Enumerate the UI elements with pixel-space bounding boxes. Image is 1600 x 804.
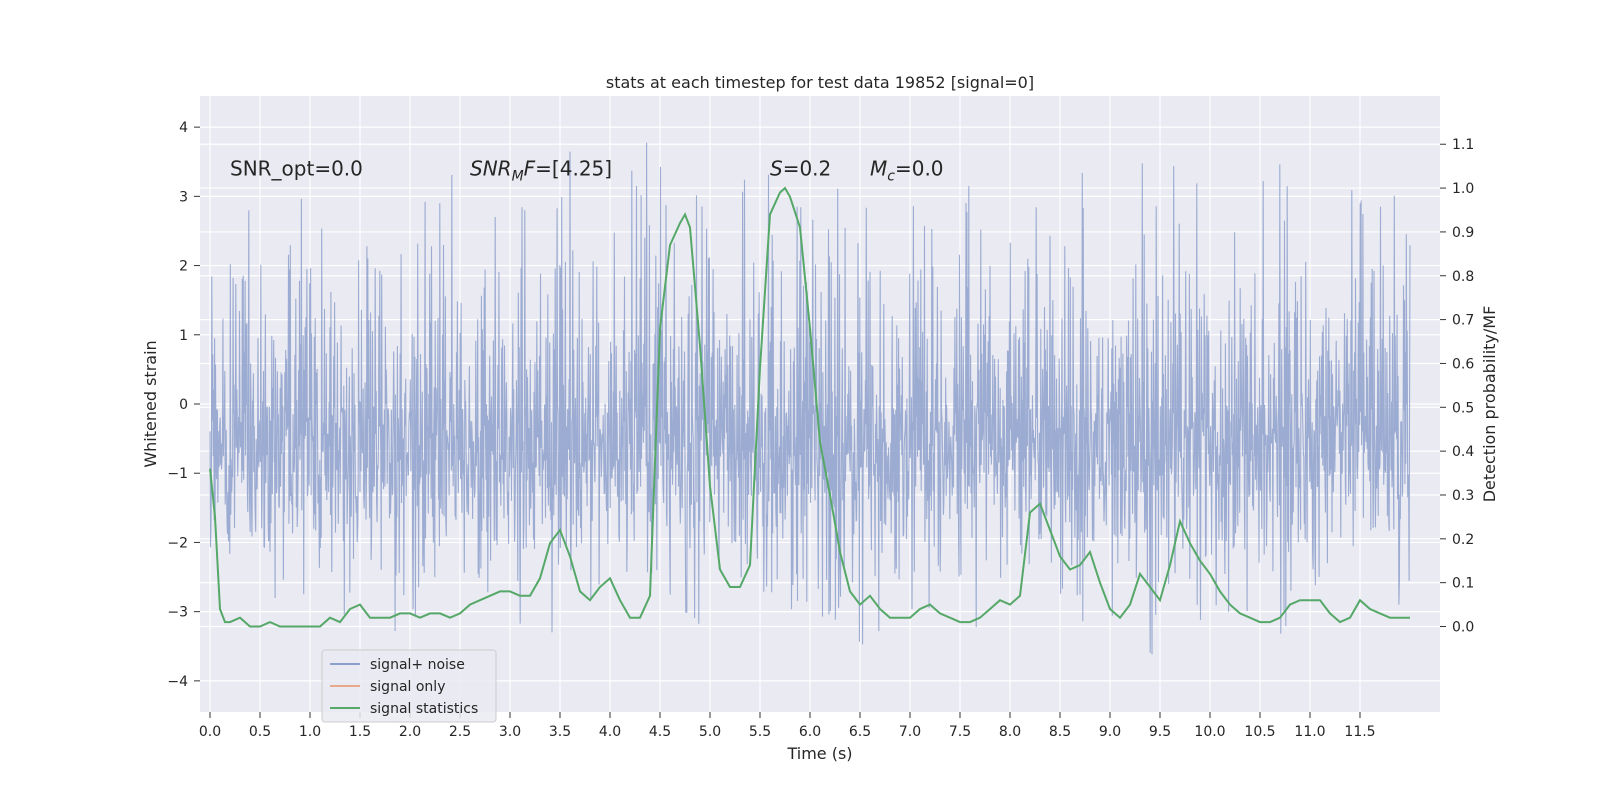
y-tick-label: 2 — [179, 259, 188, 275]
y-tick-label: −1 — [167, 466, 188, 482]
y-tick-label: −3 — [167, 605, 188, 621]
x-tick-label: 11.5 — [1344, 724, 1375, 740]
x-tick-label: 0.0 — [199, 724, 221, 740]
annotation-text: S=0.2 — [770, 157, 831, 181]
x-tick-label: 10.5 — [1244, 724, 1275, 740]
legend: signal+ noise signal only signal statistic… — [321, 649, 497, 723]
x-tick-label: 9.5 — [1149, 724, 1171, 740]
y2-tick-label: 0.6 — [1452, 356, 1474, 372]
y-axis-label: Whitened strain — [141, 340, 160, 467]
annotations: SNR_opt=0.0 SNRMF=[4.25] S=0.2 Mc=0.0 — [230, 157, 944, 185]
y-axis-left: 4 3 2 1 0 −1 −2 −3 −4 — [167, 120, 200, 690]
y-tick-label: −4 — [167, 674, 188, 690]
legend-label: signal statistics — [370, 701, 478, 717]
x-tick-label: 3.0 — [499, 724, 521, 740]
y-axis-right: 1.1 1.0 0.9 0.8 0.7 0.6 0.5 0.4 0.3 0.2 0.1 0.0 — [1440, 137, 1474, 636]
y2-tick-label: 0.5 — [1452, 400, 1474, 416]
y-tick-label: 1 — [179, 328, 188, 344]
x-tick-label: 6.0 — [799, 724, 821, 740]
x-tick-label: 8.0 — [999, 724, 1021, 740]
y2-tick-label: 0.1 — [1452, 576, 1474, 592]
x-axis: 0.0 0.5 1.0 1.5 2.0 2.5 3.0 3.5 4.0 4.5 5.0 5.5 6.0 6… — [199, 712, 1376, 740]
x-tick-label: 9.0 — [1099, 724, 1121, 740]
x-tick-label: 2.5 — [449, 724, 471, 740]
y2-tick-label: 0.3 — [1452, 488, 1474, 504]
legend-label: signal+ noise — [370, 657, 465, 673]
y-tick-label: 4 — [179, 120, 188, 136]
x-tick-label: 2.0 — [399, 724, 421, 740]
x-tick-label: 5.5 — [749, 724, 771, 740]
chart-title: stats at each timestep for test data 198… — [606, 73, 1034, 92]
strain-series-line — [209, 142, 1411, 655]
statistics-series-layer — [209, 186, 1410, 628]
x-tick-label: 11.0 — [1294, 724, 1325, 740]
annotation-text: SNRMF=[4.25] — [470, 157, 612, 185]
x-tick-label: 7.5 — [949, 724, 971, 740]
strain-series-layer — [209, 142, 1411, 655]
legend-label: signal only — [370, 679, 445, 695]
legend-box — [321, 649, 497, 723]
x-tick-label: 4.0 — [599, 724, 621, 740]
x-tick-label: 1.0 — [299, 724, 321, 740]
x-tick-label: 3.5 — [549, 724, 571, 740]
y-tick-label: 0 — [179, 397, 188, 413]
x-tick-label: 0.5 — [249, 724, 271, 740]
annotation-text: Mc=0.0 — [870, 157, 944, 185]
y2-tick-label: 0.4 — [1452, 444, 1474, 460]
y2-tick-label: 0.2 — [1452, 532, 1474, 548]
x-tick-label: 10.0 — [1194, 724, 1225, 740]
x-tick-label: 1.5 — [349, 724, 371, 740]
x-tick-label: 4.5 — [649, 724, 671, 740]
annotation-text: SNR_opt=0.0 — [230, 157, 363, 181]
y2-tick-label: 1.0 — [1452, 181, 1474, 197]
y-tick-label: −2 — [167, 535, 188, 551]
signal-statistics-line — [209, 186, 1410, 628]
y2-tick-label: 0.9 — [1452, 225, 1474, 241]
x-tick-label: 8.5 — [1049, 724, 1071, 740]
x-tick-label: 7.0 — [899, 724, 921, 740]
y2-tick-label: 0.8 — [1452, 269, 1474, 285]
y2-tick-label: 1.1 — [1452, 137, 1474, 153]
y2-tick-label: 0.7 — [1452, 313, 1474, 329]
y2-tick-label: 0.0 — [1452, 620, 1474, 636]
x-tick-label: 5.0 — [699, 724, 721, 740]
x-axis-label: Time (s) — [786, 744, 852, 763]
y2-axis-label: Detection probability/MF — [1480, 306, 1499, 503]
y-tick-label: 3 — [179, 189, 188, 205]
x-tick-label: 6.5 — [849, 724, 871, 740]
